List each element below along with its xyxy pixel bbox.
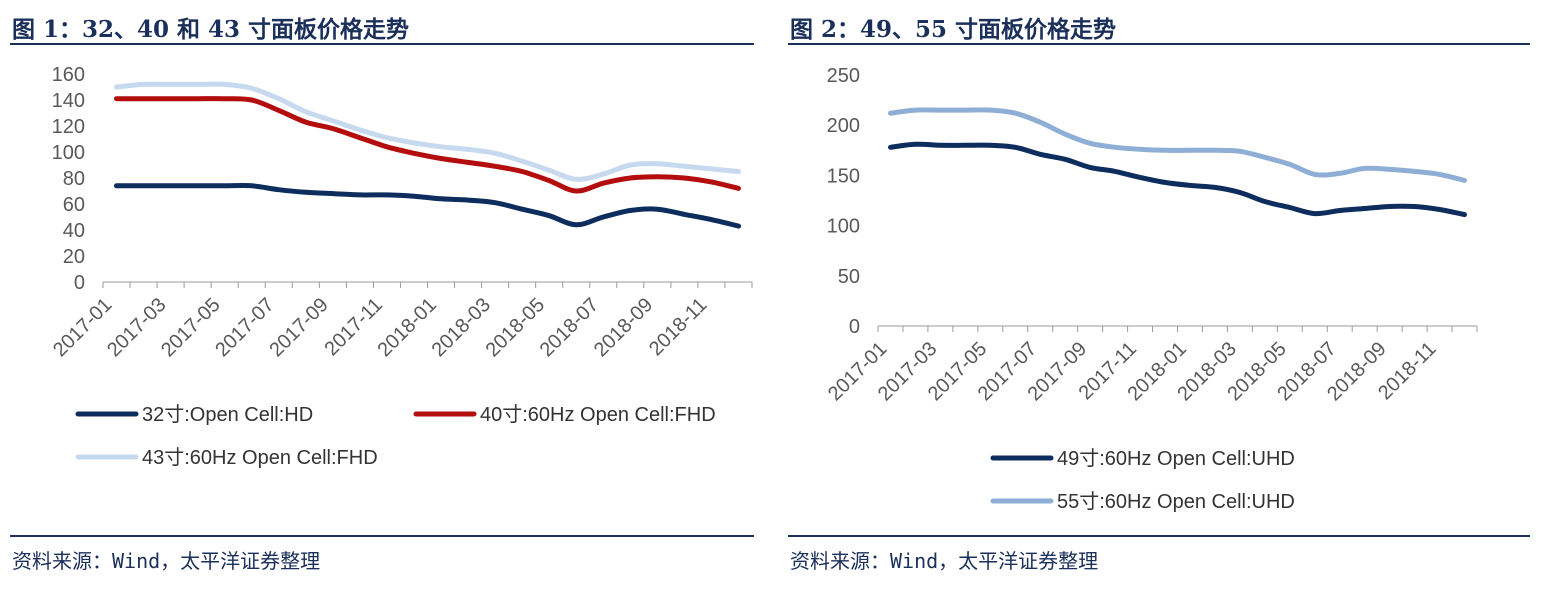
- series-line: [888, 107, 1467, 183]
- x-tick-label: 2017-05: [157, 294, 224, 361]
- legend-label: 49寸:60Hz Open Cell:UHD: [1057, 447, 1295, 470]
- y-tick-label: 0: [74, 272, 85, 294]
- x-tick-label: 2017-09: [265, 294, 332, 361]
- y-tick-label: 100: [827, 216, 860, 238]
- y-tick-label: 50: [838, 266, 860, 288]
- title-rule: [10, 43, 754, 45]
- source-rule: [10, 535, 754, 537]
- source-rule: [788, 535, 1530, 537]
- line-chart: 0501001502002502017-012017-032017-052017…: [824, 65, 1478, 513]
- legend-label: 55寸:60Hz Open Cell:UHD: [1057, 490, 1295, 513]
- x-tick-label: 2017-07: [211, 294, 278, 361]
- x-tick-label: 2018-05: [482, 294, 549, 361]
- y-tick-label: 140: [52, 90, 85, 112]
- line-chart: 0204060801001201401602017-012017-032017-…: [49, 64, 753, 469]
- y-tick-label: 160: [52, 64, 85, 86]
- x-tick-label: 2017-01: [49, 294, 116, 361]
- x-tick-label: 2017-03: [103, 294, 170, 361]
- y-tick-label: 60: [63, 194, 85, 216]
- y-tick-label: 150: [827, 165, 860, 187]
- title-rule: [788, 43, 1530, 45]
- series-line: [114, 183, 741, 229]
- series-line: [888, 141, 1467, 218]
- y-tick-label: 120: [52, 116, 85, 138]
- figure-title: 图 1：32、40 和 43 寸面板价格走势: [12, 16, 410, 43]
- figure-2-panel: 图 2：49、55 寸面板价格走势 0 50 100 150 200 250 2017-01…: [780, 0, 1540, 590]
- y-tick-label: 20: [63, 246, 85, 268]
- x-tick-label: 2018-07: [536, 294, 603, 361]
- x-tick-label: 2018-11: [645, 294, 711, 360]
- y-tick-label: 200: [827, 115, 860, 137]
- x-tick-label: 2018-01: [373, 294, 440, 361]
- source-note: 资料来源：Wind，太平洋证券整理: [12, 549, 321, 573]
- source-note: 资料来源：Wind，太平洋证券整理: [790, 549, 1099, 573]
- x-tick-label: 2018-09: [590, 294, 657, 361]
- series-line: [114, 81, 741, 182]
- figure-1-panel: 图 1：32、40 和 43 寸面板价格走势 0 20 40 60 80 100 120 14…: [0, 0, 760, 590]
- x-tick-label: 2018-03: [428, 294, 495, 361]
- y-tick-label: 250: [827, 65, 860, 87]
- legend-label: 40寸:60Hz Open Cell:FHD: [480, 403, 716, 426]
- figure-title: 图 2：49、55 寸面板价格走势: [790, 16, 1117, 43]
- legend-label: 32寸:Open Cell:HD: [142, 403, 313, 426]
- y-tick-label: 100: [52, 142, 85, 164]
- series-line: [114, 96, 741, 194]
- legend-label: 43寸:60Hz Open Cell:FHD: [142, 446, 378, 469]
- y-tick-label: 40: [63, 220, 85, 242]
- y-tick-label: 80: [63, 168, 85, 190]
- y-tick-label: 0: [849, 316, 860, 338]
